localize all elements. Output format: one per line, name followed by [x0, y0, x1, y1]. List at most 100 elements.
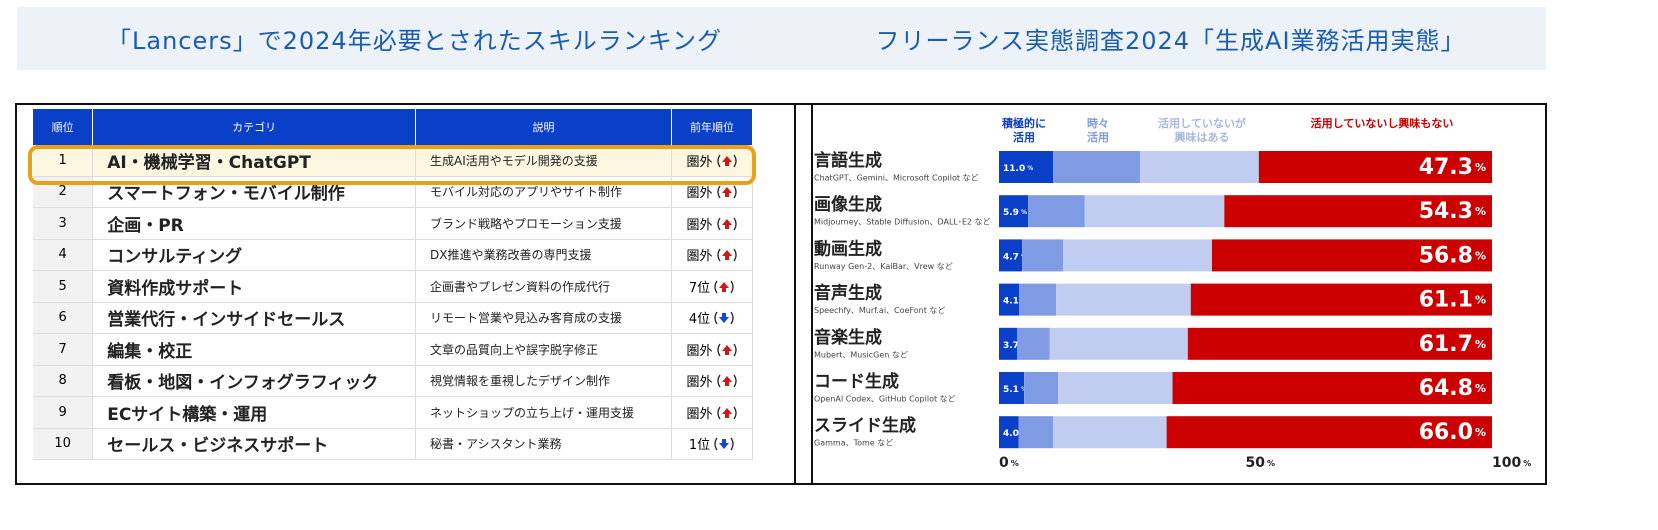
- bar-segment: [999, 416, 1019, 449]
- bar-segment: [999, 151, 1054, 183]
- bar-segment: [1190, 283, 1492, 316]
- bar-segment: [1258, 151, 1492, 183]
- bar-segment: [999, 239, 1023, 272]
- category-label: スライド生成: [814, 415, 916, 436]
- description-cell: ネットショップの立ち上げ・運用支援: [415, 396, 672, 429]
- trend-arrow: [721, 218, 732, 229]
- prev-cell: 圏外: [671, 396, 754, 429]
- trend-icon: [714, 437, 734, 451]
- value-label: 11.0%: [1003, 164, 1033, 174]
- trend-arrow: [721, 407, 732, 418]
- header-cell: 前年順位: [671, 109, 754, 145]
- bar-segment: [1063, 239, 1212, 272]
- category-cell: 営業代行・インサイドセールス: [92, 302, 417, 334]
- rank-cell: 8: [33, 365, 94, 397]
- category-note: Mubert、MusicGen など: [814, 350, 908, 359]
- trend-arrow: [721, 376, 732, 387]
- bar-segment: [1224, 195, 1492, 228]
- prev-cell: 圏外: [671, 145, 754, 177]
- category-cell: ECサイト構築・運用: [92, 396, 417, 429]
- legend-label: 積極的に 活用: [1002, 117, 1046, 144]
- rank-cell: 2: [33, 176, 94, 208]
- category-cell: コンサルティング: [92, 239, 417, 271]
- bar-segment: [1187, 327, 1492, 360]
- header-cell: 順位: [33, 109, 94, 145]
- header-row: 順位 カテゴリ 説明 前年順位: [33, 109, 754, 145]
- category-note: Runway Gen-2、KaiBar、Vrew など: [814, 262, 953, 271]
- category-cell: 編集・校正: [92, 333, 417, 366]
- rank-cell: 3: [33, 207, 94, 240]
- table-row: 9 ECサイト構築・運用 ネットショップの立ち上げ・運用支援 圏外: [33, 396, 754, 429]
- bar-segment: [1028, 195, 1085, 228]
- value-label: 54.3%: [1419, 199, 1486, 224]
- bar-segment: [1022, 239, 1064, 272]
- paren: [716, 406, 721, 420]
- trend-arrow: [721, 187, 732, 198]
- paren: [730, 280, 734, 294]
- description-cell: モバイル対応のアプリやサイト制作: [415, 176, 672, 208]
- paren: [714, 280, 718, 294]
- description-cell: リモート営業や見込み客育成の支援: [415, 302, 672, 334]
- bar-segment: [1139, 151, 1259, 183]
- table-row: 5 資料作成サポート 企画書やプレゼン資料の作成代行 7位: [33, 270, 754, 303]
- value-label: 47.3%: [1419, 155, 1486, 180]
- paren: [730, 311, 734, 325]
- bar-segment: [1172, 372, 1492, 404]
- value-label: 5.1%: [1003, 385, 1027, 395]
- bar-segment: [1058, 372, 1173, 404]
- paren: [716, 248, 721, 262]
- prev-cell: 圏外: [671, 176, 754, 208]
- bar-segment: [1166, 416, 1492, 449]
- description-cell: DX推進や業務改善の専門支援: [415, 239, 672, 271]
- value-label: 64.8%: [1419, 376, 1486, 401]
- rank-cell: 6: [33, 302, 94, 334]
- trend-icon: [716, 406, 737, 420]
- prev-rank: 圏外: [686, 406, 713, 422]
- table-row: 6 営業代行・インサイドセールス リモート営業や見込み客育成の支援 4位: [33, 302, 754, 334]
- paren: [732, 217, 737, 231]
- prev-rank: 圏外: [686, 154, 713, 170]
- description-cell: 企画書やプレゼン資料の作成代行: [415, 270, 672, 303]
- prev-rank: 圏外: [686, 375, 713, 391]
- trend-icon: [716, 343, 737, 357]
- category-note: Midjourney、Stable Diffusion、DALL･E2 など: [814, 218, 991, 227]
- category-label: 音楽生成: [814, 327, 882, 348]
- prev-rank: 4位: [688, 312, 711, 328]
- rank-cell: 9: [33, 396, 94, 429]
- paren: [730, 437, 734, 451]
- prev-cell: 圏外: [671, 207, 754, 240]
- trend-icon: [716, 374, 737, 388]
- chart: 言語生成 ChatGPT、Gemini、Microsoft Copilot など画…: [814, 150, 1531, 471]
- value-label: 61.1%: [1419, 288, 1486, 313]
- chart-title: フリーランス実態調査2024「生成AI業務活用実態」: [795, 7, 1546, 70]
- category-note: ChatGPT、Gemini、Microsoft Copilot など: [814, 174, 979, 183]
- prev-rank: 圏外: [686, 249, 713, 265]
- category-note: OpenAI Codex、GitHub Copilot など: [814, 395, 956, 404]
- prev-rank: 1位: [688, 438, 711, 454]
- trend-arrow: [719, 439, 730, 450]
- x-tick-label: 100%: [1492, 455, 1531, 471]
- bar-segment: [1018, 416, 1054, 449]
- bar-segment: [1053, 151, 1140, 183]
- rank-cell: 1: [33, 145, 94, 177]
- category-cell: 企画・PR: [92, 207, 417, 240]
- description-cell: 視覚情報を重視したデザイン制作: [415, 365, 672, 397]
- bar-segment: [1017, 327, 1050, 360]
- table-row: 7 編集・校正 文章の品質向上や誤字脱字修正 圏外: [33, 333, 754, 366]
- trend-icon: [714, 311, 734, 325]
- x-tick-label: 0%: [999, 455, 1019, 471]
- paren: [732, 248, 737, 262]
- value-label: 61.7%: [1419, 332, 1486, 357]
- prev-cell: 1位: [671, 428, 754, 460]
- category-label: 画像生成: [814, 194, 882, 215]
- legend-label: 時々 活用: [1087, 117, 1109, 144]
- bar-segment: [999, 372, 1025, 404]
- rank-cell: 5: [33, 270, 94, 303]
- ranking-table: 順位 カテゴリ 説明 前年順位 1 AI・機械学習・ChatGPT 生成AI活用やモデル開発…: [33, 109, 754, 460]
- category-note: Gamma、Tome など: [814, 439, 893, 448]
- legend-label: 活用していないし興味もない: [1310, 117, 1454, 130]
- category-cell: AI・機械学習・ChatGPT: [92, 145, 417, 177]
- rank-cell: 7: [33, 333, 94, 366]
- paren: [732, 343, 737, 357]
